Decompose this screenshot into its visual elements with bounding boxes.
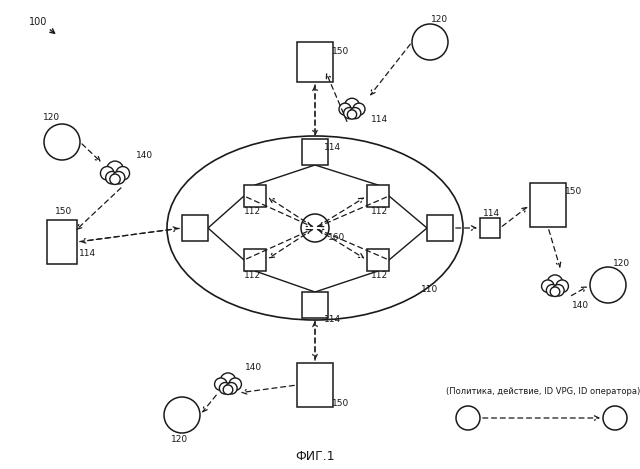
Bar — [47, 220, 77, 264]
Circle shape — [229, 378, 241, 390]
Circle shape — [552, 285, 564, 296]
Text: 140: 140 — [245, 363, 262, 371]
Text: 114: 114 — [324, 143, 342, 151]
Circle shape — [550, 287, 560, 296]
Text: 112: 112 — [371, 272, 388, 280]
Text: 112: 112 — [244, 207, 262, 217]
Circle shape — [339, 103, 351, 115]
Text: 100: 100 — [29, 17, 47, 27]
Circle shape — [412, 24, 448, 60]
Bar — [297, 363, 333, 407]
Text: 114: 114 — [324, 315, 342, 324]
Bar — [530, 183, 566, 227]
Circle shape — [547, 285, 558, 296]
Bar — [367, 249, 389, 271]
Text: 140: 140 — [572, 301, 589, 310]
Circle shape — [110, 174, 120, 184]
Circle shape — [220, 383, 231, 394]
Bar — [302, 139, 328, 165]
Circle shape — [301, 214, 329, 242]
Circle shape — [107, 161, 124, 178]
Text: 114: 114 — [371, 115, 388, 124]
Circle shape — [348, 110, 356, 119]
Bar — [427, 215, 453, 241]
Text: 150: 150 — [332, 399, 349, 408]
Text: 120: 120 — [44, 113, 61, 122]
Circle shape — [100, 166, 114, 180]
Circle shape — [541, 280, 554, 293]
Circle shape — [547, 275, 563, 290]
Text: 114: 114 — [79, 250, 97, 258]
Text: 120: 120 — [431, 15, 449, 24]
Bar — [297, 42, 333, 82]
Circle shape — [44, 124, 80, 160]
Bar — [480, 218, 500, 238]
Text: (Политика, действие, ID VPG, ID оператора): (Политика, действие, ID VPG, ID оператор… — [446, 387, 640, 396]
Text: 150: 150 — [332, 47, 349, 56]
Circle shape — [214, 378, 227, 390]
Circle shape — [164, 397, 200, 433]
Text: 150: 150 — [56, 207, 72, 217]
Circle shape — [349, 107, 361, 119]
Bar — [302, 292, 328, 318]
Circle shape — [353, 103, 365, 115]
Bar — [244, 185, 266, 207]
Circle shape — [223, 385, 233, 394]
Text: 140: 140 — [136, 151, 154, 160]
Text: 110: 110 — [421, 286, 438, 295]
Bar — [367, 185, 389, 207]
Circle shape — [556, 280, 568, 293]
Circle shape — [456, 406, 480, 430]
Circle shape — [344, 107, 355, 119]
Bar — [182, 215, 208, 241]
Circle shape — [226, 383, 237, 394]
Text: ФИГ.1: ФИГ.1 — [295, 449, 335, 462]
Circle shape — [220, 373, 236, 388]
Bar — [244, 249, 266, 271]
Text: 112: 112 — [371, 207, 388, 217]
Circle shape — [590, 267, 626, 303]
Text: 120: 120 — [172, 434, 189, 444]
Circle shape — [106, 172, 118, 184]
Text: 120: 120 — [613, 258, 630, 267]
Circle shape — [603, 406, 627, 430]
Text: 150: 150 — [565, 187, 582, 196]
Text: 160: 160 — [328, 234, 346, 242]
Text: 112: 112 — [244, 272, 262, 280]
Circle shape — [113, 172, 125, 184]
Circle shape — [344, 98, 360, 113]
Text: 114: 114 — [483, 210, 500, 219]
Circle shape — [116, 166, 129, 180]
